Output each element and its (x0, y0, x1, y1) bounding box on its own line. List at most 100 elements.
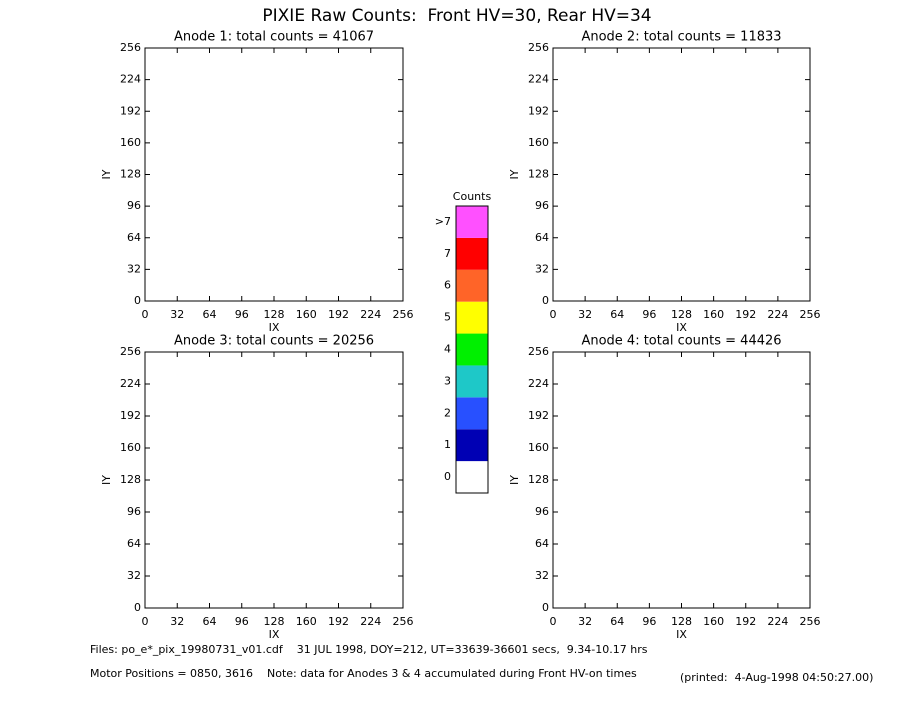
y-tick-label: 224 (120, 377, 141, 390)
x-tick-label: 96 (235, 308, 249, 321)
y-tick-label: 256 (120, 345, 141, 358)
plot-frame (144, 351, 404, 609)
y-tick-label: 256 (120, 41, 141, 54)
y-tick-label: 160 (528, 136, 549, 149)
x-tick-label: 0 (142, 615, 149, 628)
colorbar-label: 3 (444, 374, 451, 387)
colorbar-label: 5 (444, 311, 451, 324)
colorbar-label: 2 (444, 406, 451, 419)
colorbar-label: 6 (444, 279, 451, 292)
x-tick-label: 0 (550, 308, 557, 321)
y-tick-label: 128 (528, 473, 549, 486)
y-tick-label: 0 (134, 601, 141, 614)
x-tick-label: 64 (610, 615, 624, 628)
colorbar-swatch (456, 429, 488, 462)
colorbar-label: 0 (444, 470, 451, 483)
footer-motor: Motor Positions = 0850, 3616 Note: data … (90, 667, 637, 680)
x-tick-label: 160 (296, 615, 317, 628)
x-axis-label: IX (269, 321, 280, 334)
x-axis-label: IX (676, 321, 687, 334)
x-tick-label: 192 (328, 308, 349, 321)
x-tick-label: 160 (296, 308, 317, 321)
y-tick-label: 192 (120, 104, 141, 117)
colorbar-frame (455, 205, 489, 494)
x-tick-label: 128 (264, 615, 285, 628)
y-tick-label: 224 (528, 377, 549, 390)
x-tick-label: 96 (642, 615, 656, 628)
colorbar-label: 4 (444, 343, 451, 356)
x-tick-label: 64 (203, 615, 217, 628)
y-tick-label: 160 (528, 441, 549, 454)
y-tick-label: 96 (535, 199, 549, 212)
y-tick-label: 32 (127, 262, 141, 275)
y-tick-label: 0 (542, 601, 549, 614)
x-tick-label: 32 (170, 615, 184, 628)
x-tick-label: 32 (170, 308, 184, 321)
x-tick-label: 128 (671, 615, 692, 628)
colorbar-label: 7 (444, 247, 451, 260)
x-tick-label: 64 (610, 308, 624, 321)
colorbar-title: Counts (453, 190, 492, 203)
x-tick-label: 224 (767, 615, 788, 628)
y-tick-label: 96 (127, 199, 141, 212)
x-axis-label: IX (676, 628, 687, 641)
x-tick-label: 256 (393, 615, 414, 628)
y-tick-label: 128 (528, 168, 549, 181)
footer-printed: (printed: 4-Aug-1998 04:50:27.00) (680, 671, 873, 684)
colorbar-swatch (456, 397, 488, 430)
plot-frame (552, 351, 811, 609)
y-tick-label: 128 (120, 473, 141, 486)
y-tick-label: 96 (535, 505, 549, 518)
x-tick-label: 0 (142, 308, 149, 321)
colorbar-label: >7 (435, 215, 451, 228)
x-tick-label: 192 (735, 308, 756, 321)
x-tick-label: 0 (550, 615, 557, 628)
page-title: PIXIE Raw Counts: Front HV=30, Rear HV=3… (262, 6, 651, 26)
y-tick-label: 192 (120, 409, 141, 422)
x-tick-label: 224 (767, 308, 788, 321)
y-tick-label: 32 (535, 569, 549, 582)
panel-title: Anode 4: total counts = 44426 (581, 334, 781, 349)
x-tick-label: 224 (360, 615, 381, 628)
colorbar-swatch (456, 301, 488, 334)
colorbar-swatch (456, 461, 488, 493)
x-axis-label: IX (269, 628, 280, 641)
x-tick-label: 128 (264, 308, 285, 321)
footer-files: Files: po_e*_pix_19980731_v01.cdf 31 JUL… (90, 643, 648, 656)
x-tick-label: 32 (578, 308, 592, 321)
x-tick-label: 64 (203, 308, 217, 321)
x-tick-label: 160 (703, 615, 724, 628)
y-axis-label: IY (100, 169, 113, 179)
y-tick-label: 32 (535, 262, 549, 275)
colorbar-swatch (456, 365, 488, 398)
x-tick-label: 256 (800, 615, 821, 628)
y-tick-label: 256 (528, 41, 549, 54)
x-tick-label: 32 (578, 615, 592, 628)
y-axis-label: IY (100, 475, 113, 485)
plot-frame (552, 47, 811, 302)
colorbar-label: 1 (444, 438, 451, 451)
colorbar-swatch (456, 269, 488, 302)
x-tick-label: 160 (703, 308, 724, 321)
y-tick-label: 64 (535, 537, 549, 550)
x-tick-label: 96 (235, 615, 249, 628)
plot-frame (144, 47, 404, 302)
y-tick-label: 192 (528, 104, 549, 117)
y-tick-label: 0 (134, 294, 141, 307)
y-tick-label: 0 (542, 294, 549, 307)
y-tick-label: 96 (127, 505, 141, 518)
x-tick-label: 256 (800, 308, 821, 321)
y-tick-label: 192 (528, 409, 549, 422)
x-tick-label: 128 (671, 308, 692, 321)
colorbar-swatch (456, 333, 488, 366)
panel-title: Anode 2: total counts = 11833 (581, 30, 781, 45)
y-tick-label: 64 (127, 231, 141, 244)
y-tick-label: 224 (528, 73, 549, 86)
panel-title: Anode 3: total counts = 20256 (174, 334, 374, 349)
y-tick-label: 64 (535, 231, 549, 244)
y-axis-label: IY (508, 475, 521, 485)
y-tick-label: 224 (120, 73, 141, 86)
y-tick-label: 32 (127, 569, 141, 582)
y-axis-label: IY (508, 169, 521, 179)
